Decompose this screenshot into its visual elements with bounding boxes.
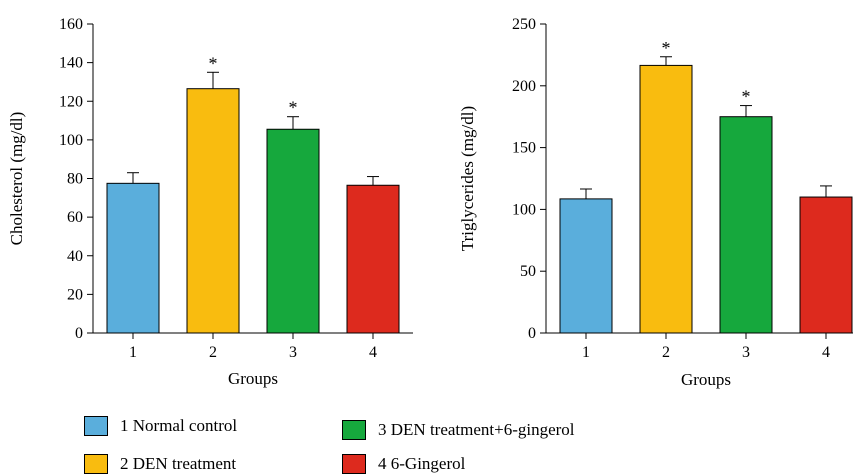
- y-tick-label: 100: [512, 201, 536, 218]
- legend-swatch-den-treatment: [84, 454, 108, 474]
- legend-label-den-gingerol: 3 DEN treatment+6-gingerol: [378, 420, 575, 439]
- x-tick-label: 4: [822, 344, 830, 361]
- chart-1: 0 20 40 60 80 100 120 140 160 1 2 * 3 * 4 Groups Cholest…: [7, 16, 413, 388]
- legend-item-den-gingerol: 3 DEN treatment+6-gingerol: [342, 419, 575, 441]
- y-tick-label: 60: [67, 209, 83, 226]
- bar-group-2: [639, 64, 693, 334]
- y-tick-label: 100: [59, 132, 83, 149]
- y-tick-label: 120: [59, 93, 83, 110]
- x-tick-label: 3: [289, 344, 297, 361]
- x-tick-label: 1: [582, 344, 590, 361]
- y-tick-label: 50: [520, 263, 536, 280]
- x-axis-label: Groups: [228, 369, 278, 388]
- bar-group-4: [799, 196, 853, 334]
- x-axis-label: Groups: [681, 370, 731, 389]
- y-tick-label: 40: [67, 248, 83, 265]
- y-tick-label: 0: [528, 325, 536, 342]
- significance-marker: *: [209, 53, 218, 73]
- y-axis-label: Triglycerides (mg/dl): [458, 106, 477, 251]
- significance-marker: *: [742, 87, 751, 107]
- legend-item-den-treatment: 2 DEN treatment: [84, 453, 236, 475]
- legend-item-gingerol: 4 6-Gingerol: [342, 453, 465, 475]
- x-tick-label: 1: [129, 344, 137, 361]
- x-tick-label: 3: [742, 344, 750, 361]
- x-tick-label: 2: [662, 344, 670, 361]
- bar-group-1: [559, 198, 613, 334]
- bar-group-4: [346, 184, 400, 334]
- y-tick-label: 0: [75, 325, 83, 342]
- legend-swatch-normal-control: [84, 416, 108, 436]
- y-tick-label: 80: [67, 171, 83, 188]
- chart-2: 0 50 100 150 200 250 1 2 * 3 * 4 Groups Triglycerides…: [458, 16, 853, 389]
- bar-group-3: [266, 128, 320, 334]
- y-tick-label: 140: [59, 55, 83, 72]
- y-tick-label: 20: [67, 286, 83, 303]
- bar-group-2: [186, 88, 240, 334]
- y-tick-label: 150: [512, 140, 536, 157]
- legend-label-normal-control: 1 Normal control: [120, 416, 238, 435]
- y-tick-label: 250: [512, 16, 536, 33]
- significance-marker: *: [289, 98, 298, 118]
- bar-group-1: [106, 182, 160, 334]
- legend-label-den-treatment: 2 DEN treatment: [120, 454, 237, 473]
- legend-swatch-gingerol: [342, 454, 366, 474]
- x-tick-label: 4: [369, 344, 377, 361]
- bar-group-3: [719, 116, 773, 334]
- x-tick-label: 2: [209, 344, 217, 361]
- legend-label-gingerol: 4 6-Gingerol: [378, 454, 466, 473]
- significance-marker: *: [662, 38, 671, 58]
- y-tick-label: 200: [512, 78, 536, 95]
- y-axis-label: Cholesterol (mg/dl): [7, 112, 26, 246]
- legend-item-normal-control: 1 Normal control: [84, 415, 237, 437]
- legend-swatch-den-gingerol: [342, 420, 366, 440]
- y-tick-label: 160: [59, 16, 83, 33]
